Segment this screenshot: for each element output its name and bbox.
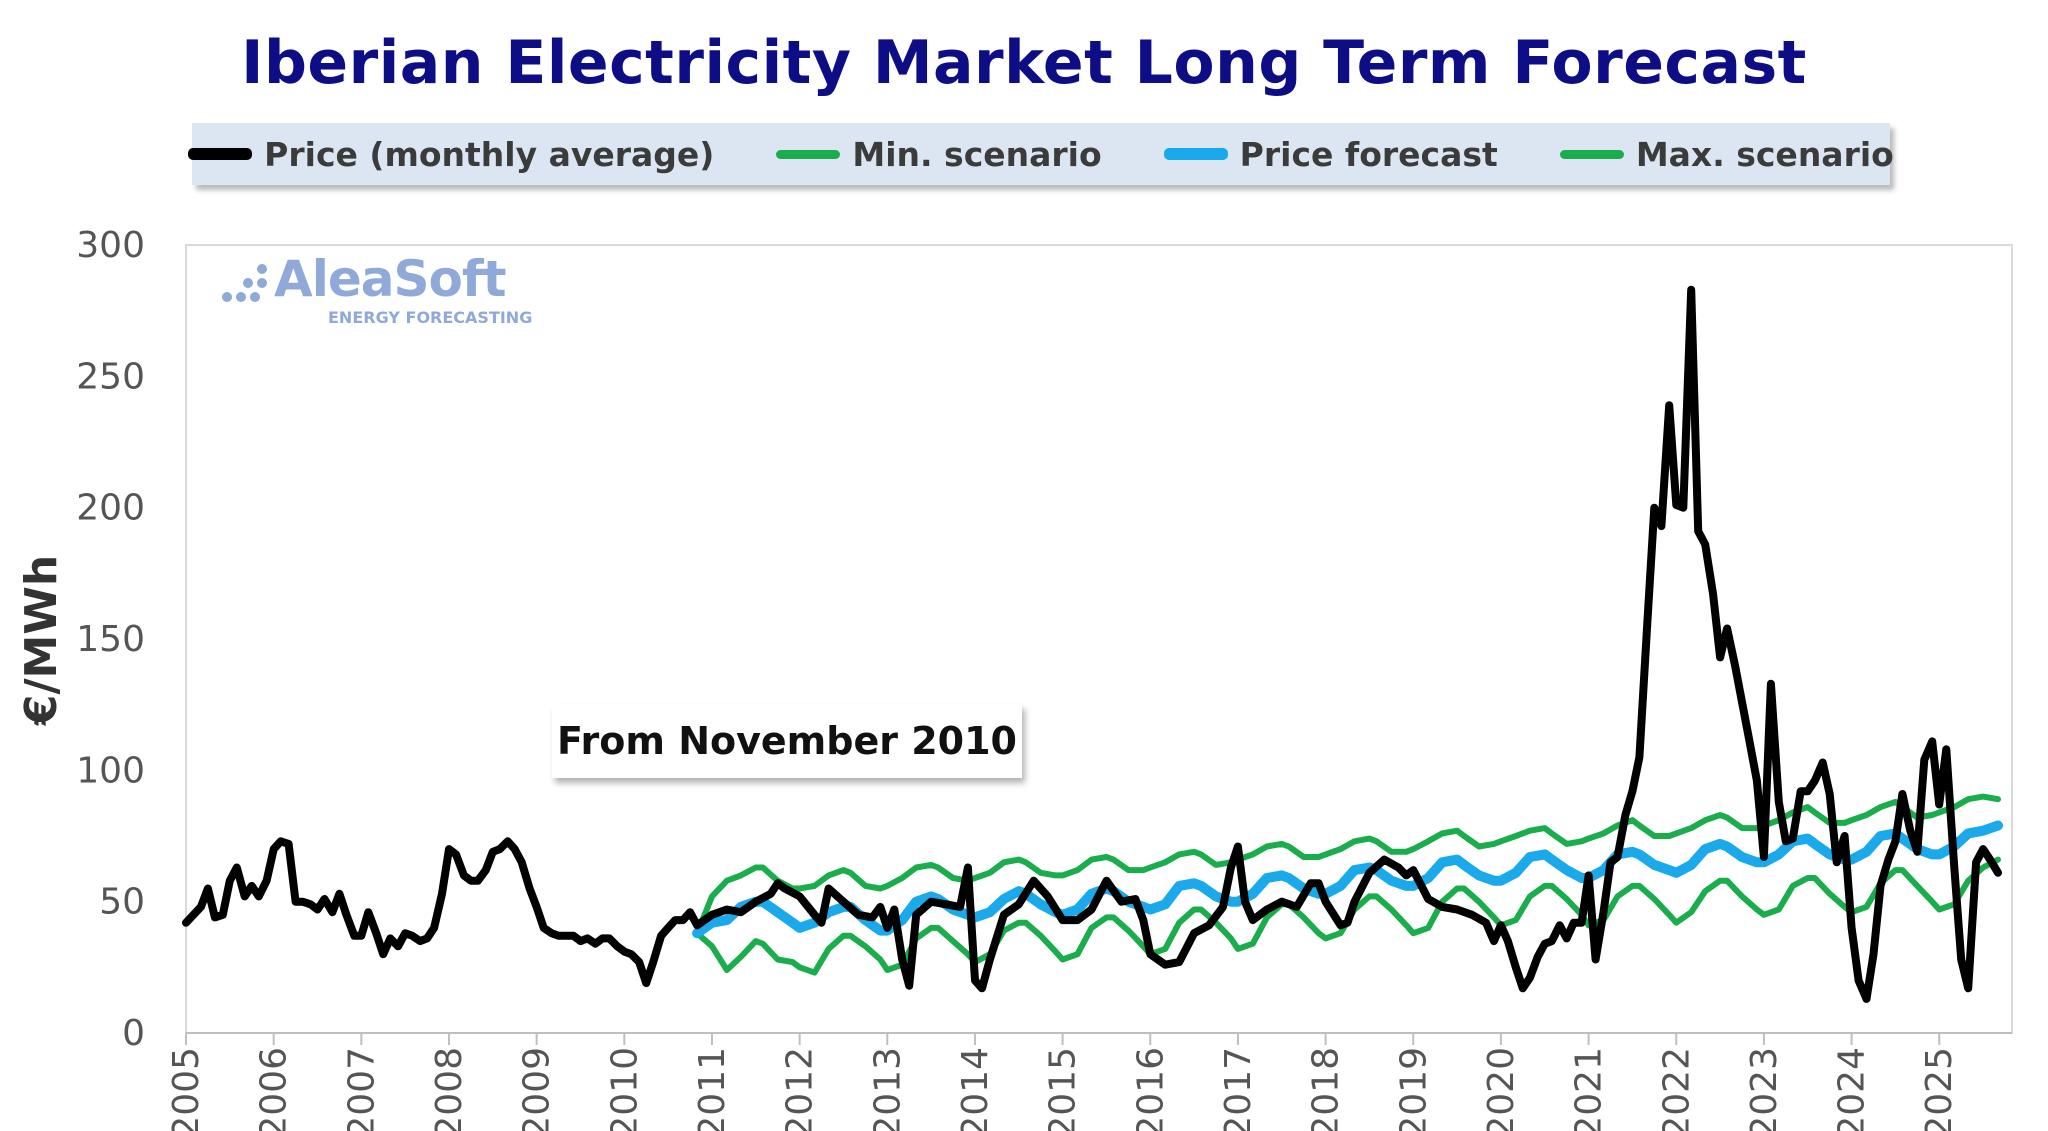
x-tick-label: 2013: [867, 1047, 908, 1131]
x-tick-label: 2019: [1393, 1047, 1434, 1131]
y-tick-label: 50: [99, 882, 145, 923]
x-tick-label: 2014: [955, 1047, 996, 1131]
logo-name: AleaSoft: [274, 250, 507, 308]
legend-item-min: Min. scenario: [776, 134, 1102, 174]
legend-item-price: Price (monthly average): [188, 135, 714, 174]
x-tick-label: 2022: [1656, 1047, 1697, 1131]
x-tick-label: 2025: [1919, 1047, 1960, 1131]
x-tick-label: 2006: [254, 1047, 295, 1131]
chart-title: Iberian Electricity Market Long Term For…: [241, 28, 1807, 98]
legend-swatch-forecast: [1163, 148, 1228, 160]
logo-tagline: ENERGY FORECASTING: [328, 308, 533, 327]
x-tick-label: 2012: [780, 1047, 821, 1131]
x-tick-label: 2021: [1569, 1047, 1610, 1131]
legend-item-forecast: Price forecast: [1163, 134, 1498, 174]
y-tick-label: 200: [76, 488, 145, 529]
legend-label-price: Price (monthly average): [264, 134, 715, 174]
legend-swatch-min: [776, 149, 841, 159]
x-tick-label: 2018: [1306, 1047, 1347, 1131]
x-tick-label: 2023: [1744, 1047, 1785, 1131]
x-tick-label: 2017: [1218, 1047, 1259, 1131]
legend-swatch-price: [188, 148, 253, 160]
logo-dots-icon: [222, 262, 270, 304]
price-forecast-line: [692, 820, 2003, 939]
legend: Price (monthly average) Min. scenario Pr…: [188, 123, 1894, 185]
annotation-box: From November 2010: [552, 704, 1022, 778]
y-axis: 0 50 100 150 200 250 300: [76, 225, 145, 1054]
y-tick-label: 250: [76, 356, 145, 397]
legend-swatch-max: [1559, 149, 1624, 159]
x-tick-label: 2020: [1481, 1047, 1522, 1131]
y-tick-label: 100: [76, 750, 145, 791]
x-tick-label: 2024: [1832, 1047, 1873, 1131]
y-tick-label: 0: [122, 1013, 145, 1054]
y-tick-label: 150: [76, 619, 145, 660]
x-tick-label: 2005: [166, 1047, 207, 1131]
y-axis-label: €/MWh: [16, 555, 67, 726]
x-axis: 2005 2006 2007 2008 2009 2010 2011 2012 2013 2014…: [166, 1032, 2012, 1131]
y-tick-label: 300: [76, 225, 145, 266]
x-tick-label: 2007: [341, 1047, 382, 1131]
plot-area: [185, 244, 2013, 1034]
legend-label-forecast: Price forecast: [1239, 134, 1498, 174]
x-tick-label: 2008: [429, 1047, 470, 1131]
x-tick-label: 2011: [692, 1047, 733, 1131]
legend-label-max: Max. scenario: [1635, 134, 1894, 174]
legend-label-min: Min. scenario: [852, 134, 1102, 174]
x-tick-label: 2016: [1130, 1047, 1171, 1131]
x-tick-label: 2009: [517, 1047, 558, 1131]
price-line: [182, 285, 2002, 1003]
x-tick-label: 2010: [604, 1047, 645, 1131]
max-scenario-line: [694, 793, 2001, 937]
legend-item-max: Max. scenario: [1559, 134, 1894, 174]
x-tick-label: 2015: [1043, 1047, 1084, 1131]
series-layer: [182, 285, 2003, 1003]
